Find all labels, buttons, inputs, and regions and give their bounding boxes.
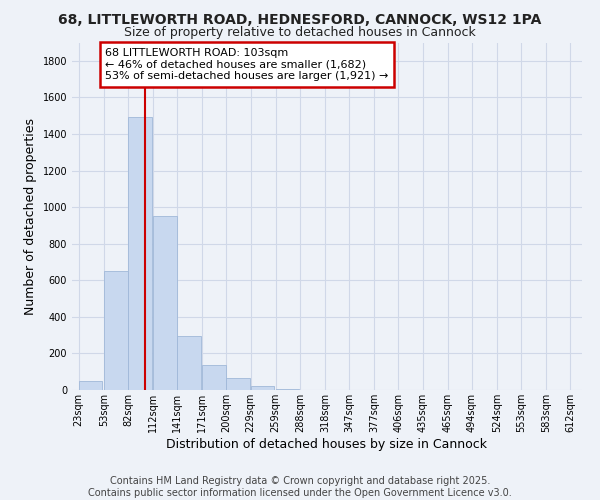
Y-axis label: Number of detached properties: Number of detached properties bbox=[24, 118, 37, 315]
Bar bbox=[251, 386, 274, 390]
Bar bbox=[177, 336, 201, 390]
Bar bbox=[202, 366, 226, 390]
Text: 68 LITTLEWORTH ROAD: 103sqm
← 46% of detached houses are smaller (1,682)
53% of : 68 LITTLEWORTH ROAD: 103sqm ← 46% of det… bbox=[106, 48, 389, 81]
Text: Size of property relative to detached houses in Cannock: Size of property relative to detached ho… bbox=[124, 26, 476, 39]
Bar bbox=[128, 118, 152, 390]
Bar bbox=[226, 378, 250, 390]
X-axis label: Distribution of detached houses by size in Cannock: Distribution of detached houses by size … bbox=[167, 438, 487, 450]
Bar bbox=[275, 389, 299, 390]
Bar bbox=[153, 216, 177, 390]
Text: Contains HM Land Registry data © Crown copyright and database right 2025.
Contai: Contains HM Land Registry data © Crown c… bbox=[88, 476, 512, 498]
Bar bbox=[79, 381, 103, 390]
Text: 68, LITTLEWORTH ROAD, HEDNESFORD, CANNOCK, WS12 1PA: 68, LITTLEWORTH ROAD, HEDNESFORD, CANNOC… bbox=[58, 12, 542, 26]
Bar bbox=[104, 271, 128, 390]
